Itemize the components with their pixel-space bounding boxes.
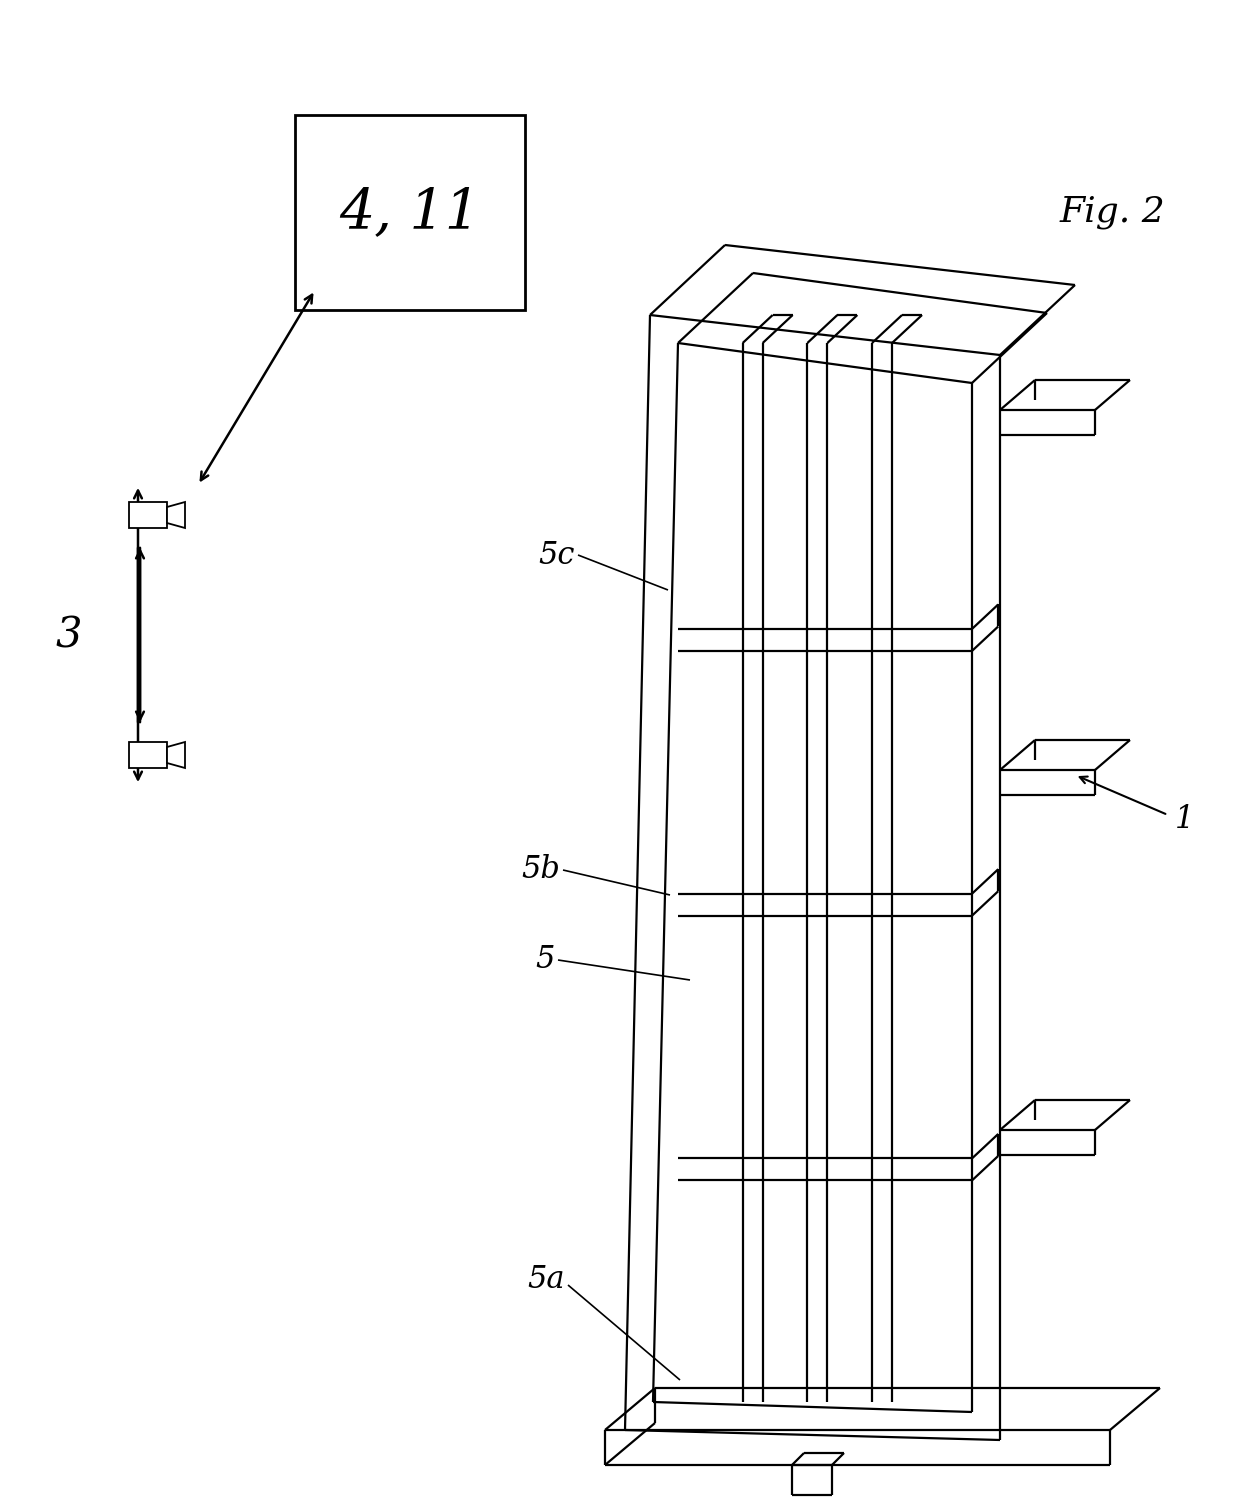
Bar [129, 503, 167, 528]
Text: 5a: 5a [527, 1264, 565, 1296]
Text: 4, 11: 4, 11 [340, 184, 481, 240]
Text: 5c: 5c [538, 540, 575, 570]
Polygon shape [167, 742, 185, 768]
Polygon shape [167, 503, 185, 528]
Bar [295, 116, 525, 310]
Text: 3: 3 [55, 614, 82, 656]
Text: 5: 5 [536, 945, 556, 975]
Text: Fig. 2: Fig. 2 [1060, 195, 1166, 230]
Text: 1: 1 [1176, 804, 1194, 836]
Text: 5b: 5b [521, 855, 560, 885]
Bar [129, 742, 167, 768]
